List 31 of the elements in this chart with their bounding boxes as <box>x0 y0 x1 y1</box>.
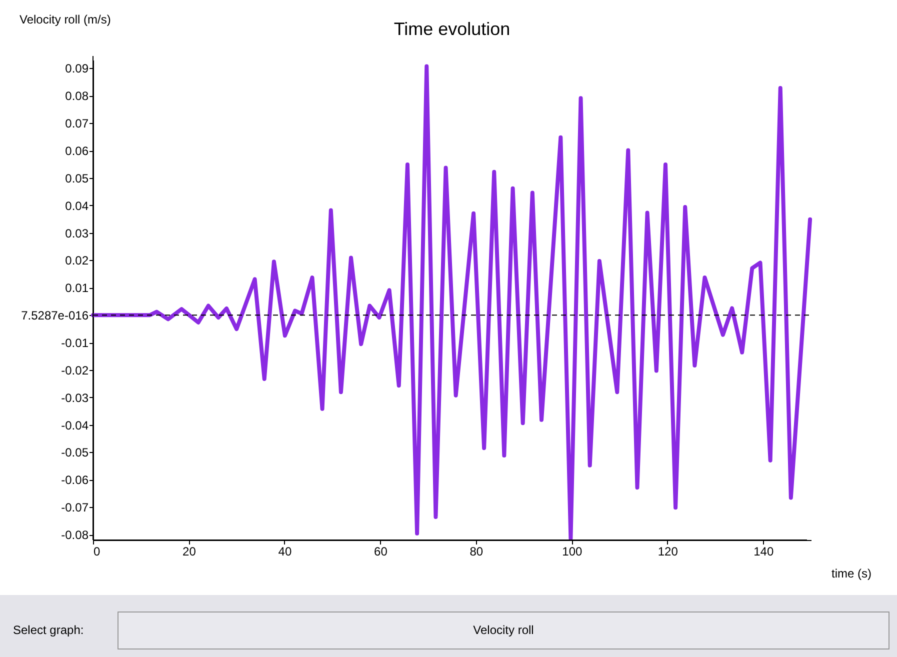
y-tick-label: 0.05 <box>65 171 89 186</box>
text: Select graph: <box>13 623 84 637</box>
x-tick-label: 40 <box>278 544 292 558</box>
x-tick-label: 80 <box>470 544 484 558</box>
y-tick-label: 0.02 <box>65 254 89 268</box>
y-tick-label: -0.05 <box>61 446 89 460</box>
y-tick-label: -0.08 <box>61 528 89 542</box>
y-tick-label: -0.01 <box>61 336 89 350</box>
y-tick-label: -0.04 <box>61 418 89 432</box>
y-tick-label: 7.5287e-016 <box>21 308 89 323</box>
y-tick-label: 0.07 <box>65 116 89 131</box>
y-tick-label: 0.01 <box>65 281 89 296</box>
text: Velocity roll <box>473 623 534 637</box>
chart-title: Time evolution <box>394 19 510 39</box>
x-tick-label: 100 <box>562 544 582 558</box>
y-tick-label: 0.08 <box>65 89 89 104</box>
x-tick-label: 120 <box>658 544 678 558</box>
y-tick-label: -0.02 <box>61 363 89 378</box>
y-tick-label: 0.06 <box>65 144 89 158</box>
x-tick-label: 20 <box>182 544 196 558</box>
x-axis-title: time (s) <box>832 566 872 580</box>
y-tick-label: 0.09 <box>65 62 89 76</box>
x-tick-label: 140 <box>754 544 774 558</box>
y-tick-label: 0.03 <box>65 226 89 240</box>
y-axis-title: Velocity roll (m/s) <box>20 12 111 26</box>
y-tick-label: 0.04 <box>65 198 89 213</box>
x-tick-label: 0 <box>94 544 100 558</box>
y-tick-label: -0.03 <box>61 390 89 405</box>
y-tick-label: -0.06 <box>61 473 89 488</box>
x-tick-label: 60 <box>374 544 388 558</box>
y-tick-label: -0.07 <box>61 500 89 515</box>
